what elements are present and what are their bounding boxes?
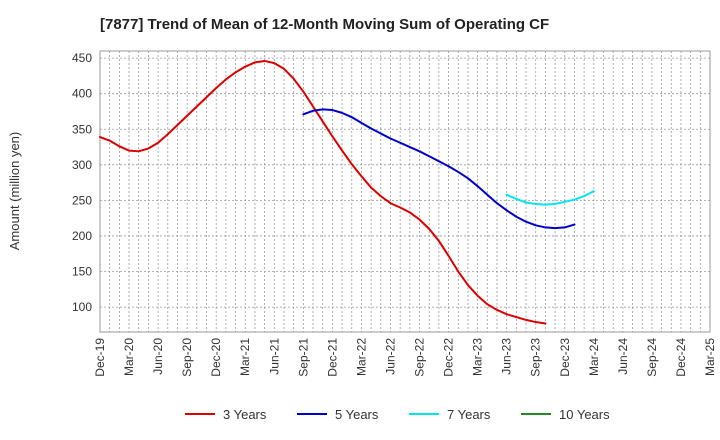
series-line-5-years — [302, 108, 576, 230]
x-tick-label: Mar-25 — [703, 338, 717, 376]
x-tick-label: Dec-23 — [558, 338, 572, 377]
series-line-7-years — [505, 190, 595, 206]
y-tick-label: 200 — [72, 229, 92, 243]
x-tick-label: Sep-22 — [413, 338, 427, 377]
x-tick-label: Jun-23 — [500, 338, 514, 375]
x-tick-label: Jun-22 — [383, 338, 397, 375]
y-tick-label: 350 — [72, 122, 92, 136]
y-axis-ticks: 100 150 200 250 300 350 400 450 — [72, 51, 92, 314]
y-tick-label: 150 — [72, 265, 92, 279]
x-tick-label: Dec-20 — [209, 338, 223, 377]
x-tick-label: Mar-24 — [587, 338, 601, 376]
x-tick-label: Sep-24 — [645, 338, 659, 377]
legend-label-3-years: 3 Years — [223, 407, 267, 422]
x-tick-label: Mar-21 — [238, 338, 252, 376]
y-tick-label: 100 — [72, 300, 92, 314]
y-axis-label: Amount (million yen) — [7, 132, 22, 251]
legend: 3 Years 5 Years 7 Years 10 Years — [185, 407, 610, 422]
grid — [100, 51, 710, 332]
legend-label-5-years: 5 Years — [335, 407, 379, 422]
y-tick-label: 250 — [72, 193, 92, 207]
legend-label-7-years: 7 Years — [447, 407, 491, 422]
series-line-3-years — [99, 59, 547, 325]
x-tick-label: Jun-20 — [151, 338, 165, 375]
x-tick-label: Mar-20 — [122, 338, 136, 376]
x-tick-label: Mar-23 — [471, 338, 485, 376]
x-tick-label: Dec-21 — [325, 338, 339, 377]
y-tick-label: 400 — [72, 87, 92, 101]
x-tick-label: Sep-21 — [296, 338, 310, 377]
x-axis-ticks: Dec-19 Mar-20 Jun-20 Sep-20 Dec-20 Mar-21 Jun-… — [93, 338, 717, 377]
legend-label-10-years: 10 Years — [559, 407, 610, 422]
plot-frame — [99, 50, 711, 333]
x-tick-label: Mar-22 — [354, 338, 368, 376]
x-tick-label: Jun-24 — [616, 338, 630, 375]
x-tick-label: Dec-19 — [93, 338, 107, 377]
chart-title: [7877] Trend of Mean of 12-Month Moving … — [100, 16, 549, 33]
y-tick-label: 300 — [72, 158, 92, 172]
series-lines — [99, 59, 595, 325]
x-tick-label: Sep-23 — [529, 338, 543, 377]
y-tick-label: 450 — [72, 51, 92, 65]
x-tick-label: Dec-22 — [442, 338, 456, 377]
x-tick-label: Jun-21 — [267, 338, 281, 375]
x-tick-label: Dec-24 — [674, 338, 688, 377]
x-tick-label: Sep-20 — [180, 338, 194, 377]
